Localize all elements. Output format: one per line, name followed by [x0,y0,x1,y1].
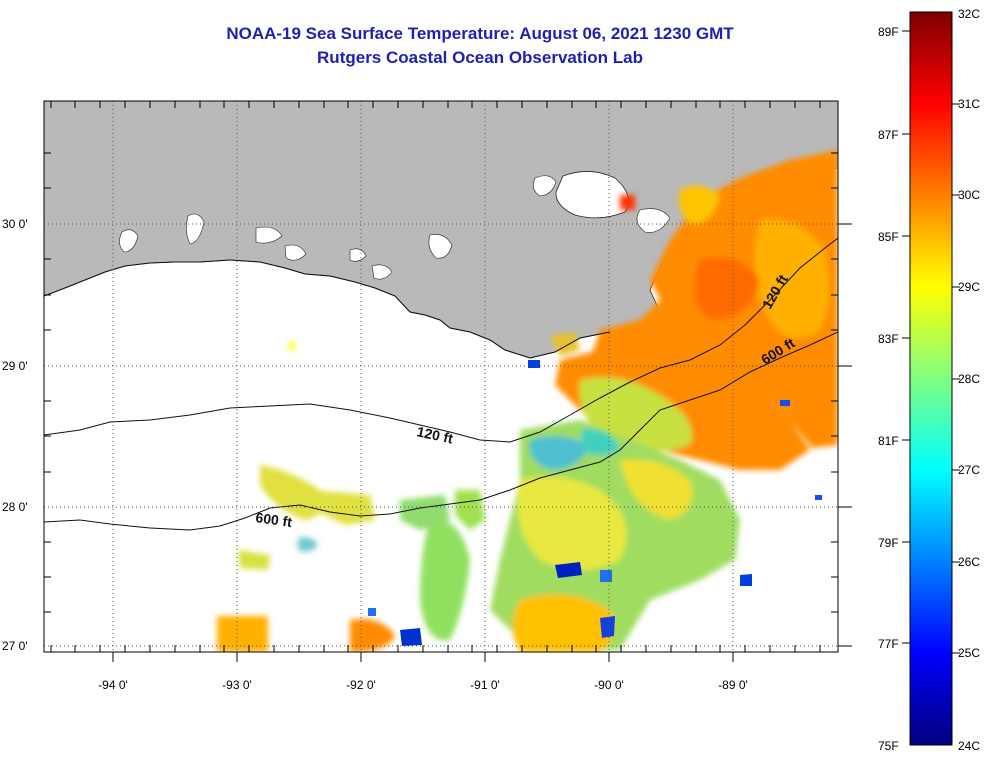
colorbar-f-label: 87F [878,128,899,142]
colorbar-c-label: 30C [958,188,980,202]
colorbar-f-label: 89F [878,25,899,39]
sst-patches [217,150,838,652]
contour-label-600ft-west: 600 ft [255,509,294,530]
colorbar-c-label: 27C [958,463,980,477]
map-frame [43,100,839,653]
colorbar-c-label: 24C [958,739,980,753]
colorbar-c-label: 29C [958,280,980,294]
colorbar-f-label: 79F [878,536,899,550]
contour-label-120ft-west: 120 ft [415,423,454,446]
colorbar-c-label: 32C [958,7,980,21]
lat-label: 28 0' [2,500,28,514]
map-subtitle: Rutgers Coastal Ocean Observation Lab [317,48,643,67]
graticule [44,101,838,652]
map-title: NOAA-19 Sea Surface Temperature: August … [226,24,734,43]
colorbar-f-label: 75F [878,739,899,753]
colorbar-ticks [902,30,960,654]
colorbar-f-label: 85F [878,230,899,244]
lake-sabine [186,213,205,245]
lake-maurepas [533,175,557,197]
lake-grand [255,226,283,244]
colorbar-c-label: 26C [958,555,980,569]
colorbar [909,11,953,746]
lake-vermilion [349,248,367,262]
colorbar-c-label: 31C [958,97,980,111]
colorbar-f-label: 77F [878,637,899,651]
colorbar-c-label: 28C [958,372,980,386]
lon-label: -90 0' [594,678,624,692]
lake-atchafalaya [428,234,453,259]
contour-120ft [44,237,838,443]
lat-label: 29 0' [2,359,28,373]
lake-calcasieu [119,229,139,253]
lake-white [284,244,307,261]
colorbar-f-label: 83F [878,332,899,346]
lon-label: -89 0' [718,678,748,692]
colorbar-f-label: 81F [878,434,899,448]
lat-label: 30 0' [2,217,28,231]
lake-borgne [636,208,671,233]
lon-label: -93 0' [222,678,252,692]
lon-label: -91 0' [470,678,500,692]
lon-label: -92 0' [346,678,376,692]
lat-label: 27 0' [2,639,28,653]
contour-600ft [44,331,838,531]
shoreline [44,259,611,359]
lon-label: -94 0' [98,678,128,692]
tick-marks [44,101,852,662]
colorbar-c-label: 25C [958,646,980,660]
lake-salvador [371,264,393,280]
lake-pontchartrain [555,171,629,219]
cold-patches [368,360,822,646]
